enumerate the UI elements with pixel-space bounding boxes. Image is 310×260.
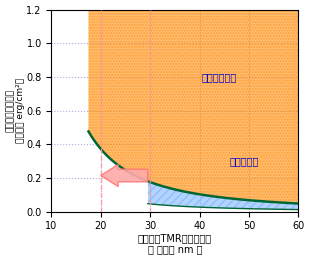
FancyArrow shape <box>101 165 148 186</box>
Text: 従来記憶層: 従来記憶層 <box>229 156 259 166</box>
X-axis label: 垂直磁化TMR素子サイズ
（ 単位： nm ）: 垂直磁化TMR素子サイズ （ 単位： nm ） <box>138 233 212 255</box>
Text: 新しい記憶層: 新しい記憶層 <box>202 72 237 82</box>
Y-axis label: 記憶層安定性指標
（単位： erg/cm²）: 記憶層安定性指標 （単位： erg/cm²） <box>6 78 25 143</box>
